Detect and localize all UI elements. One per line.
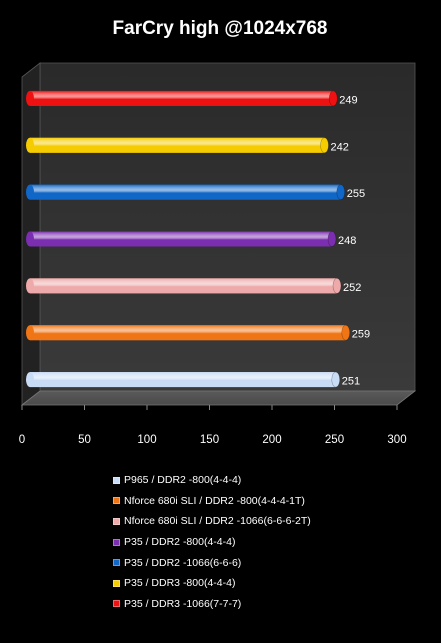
bar-value-label: 251 [342, 376, 360, 388]
legend-swatch [113, 497, 120, 505]
legend: P965 / DDR2 -800(4-4-4) Nforce 680i SLI /… [113, 470, 311, 614]
x-tick-label: 300 [387, 434, 406, 446]
x-tick-label: 200 [262, 434, 281, 446]
bar-highlight [30, 278, 337, 294]
bar-value-label: 242 [331, 141, 349, 153]
legend-label: P35 / DDR3 -1066(7-7-7) [124, 597, 242, 610]
bar-highlight [30, 137, 325, 153]
bar-end-cap [341, 324, 351, 341]
bar-value-label: 255 [347, 188, 365, 200]
legend-swatch [113, 600, 120, 608]
x-tick-label: 150 [200, 434, 219, 446]
bars-group [26, 90, 351, 388]
legend-item: P35 / DDR3 -800(4-4-4) [113, 573, 311, 594]
bar-start-cap [26, 137, 34, 153]
legend-item: P965 / DDR2 -800(4-4-4) [113, 470, 311, 491]
bar-highlight [30, 184, 341, 200]
chart-title: FarCry high @1024x768 [113, 18, 328, 39]
bar-value-label: 252 [343, 282, 361, 294]
bar-start-cap [26, 90, 34, 106]
bar-highlight [30, 231, 332, 247]
x-tick-label: 50 [78, 434, 91, 446]
bar-end-cap [332, 278, 342, 294]
legend-item: P35 / DDR2 -1066(6-6-6) [113, 552, 311, 573]
bar-end-cap [336, 184, 346, 200]
legend-swatch [113, 538, 120, 546]
x-tick-label: 0 [19, 434, 25, 446]
bar-end-cap [331, 371, 341, 388]
legend-label: P35 / DDR2 -800(4-4-4) [124, 536, 236, 549]
bar-highlight [30, 325, 346, 341]
legend-label: P965 / DDR2 -800(4-4-4) [124, 474, 242, 487]
bar-highlight [30, 372, 336, 388]
legend-item: Nforce 680i SLI / DDR2 -1066(6-6-6-2T) [113, 511, 311, 532]
bar-start-cap [26, 325, 34, 341]
back-wall [39, 62, 416, 392]
bar-start-cap [26, 278, 34, 294]
legend-item: P35 / DDR3 -1066(7-7-7) [113, 594, 311, 615]
legend-item: P35 / DDR2 -800(4-4-4) [113, 532, 311, 553]
legend-swatch [113, 579, 120, 587]
bar-end-cap [327, 231, 337, 247]
value-labels-group: 251 259 252 248 255 242 249 [331, 94, 371, 387]
bar-value-label: 248 [338, 235, 356, 247]
bar-end-cap [328, 90, 338, 107]
floor [20, 390, 417, 406]
x-axis: 0 50 100 150 200 250 300 [19, 405, 407, 446]
bar-start-cap [26, 231, 34, 247]
bar-start-cap [26, 184, 34, 200]
legend-label: P35 / DDR3 -800(4-4-4) [124, 577, 236, 590]
legend-swatch [113, 559, 120, 567]
bar-value-label: 249 [339, 94, 357, 106]
bar-value-label: 259 [352, 329, 370, 341]
x-tick-label: 100 [137, 434, 156, 446]
legend-item: Nforce 680i SLI / DDR2 -800(4-4-4-1T) [113, 491, 311, 512]
x-tick-label: 250 [325, 434, 344, 446]
bar-start-cap [26, 372, 34, 388]
bar-highlight [30, 90, 334, 106]
legend-label: Nforce 680i SLI / DDR2 -1066(6-6-6-2T) [124, 515, 311, 528]
legend-swatch [113, 476, 120, 484]
bar-end-cap [320, 137, 329, 154]
legend-label: P35 / DDR2 -1066(6-6-6) [124, 556, 242, 569]
legend-label: Nforce 680i SLI / DDR2 -800(4-4-4-1T) [124, 494, 305, 507]
legend-swatch [113, 517, 120, 525]
